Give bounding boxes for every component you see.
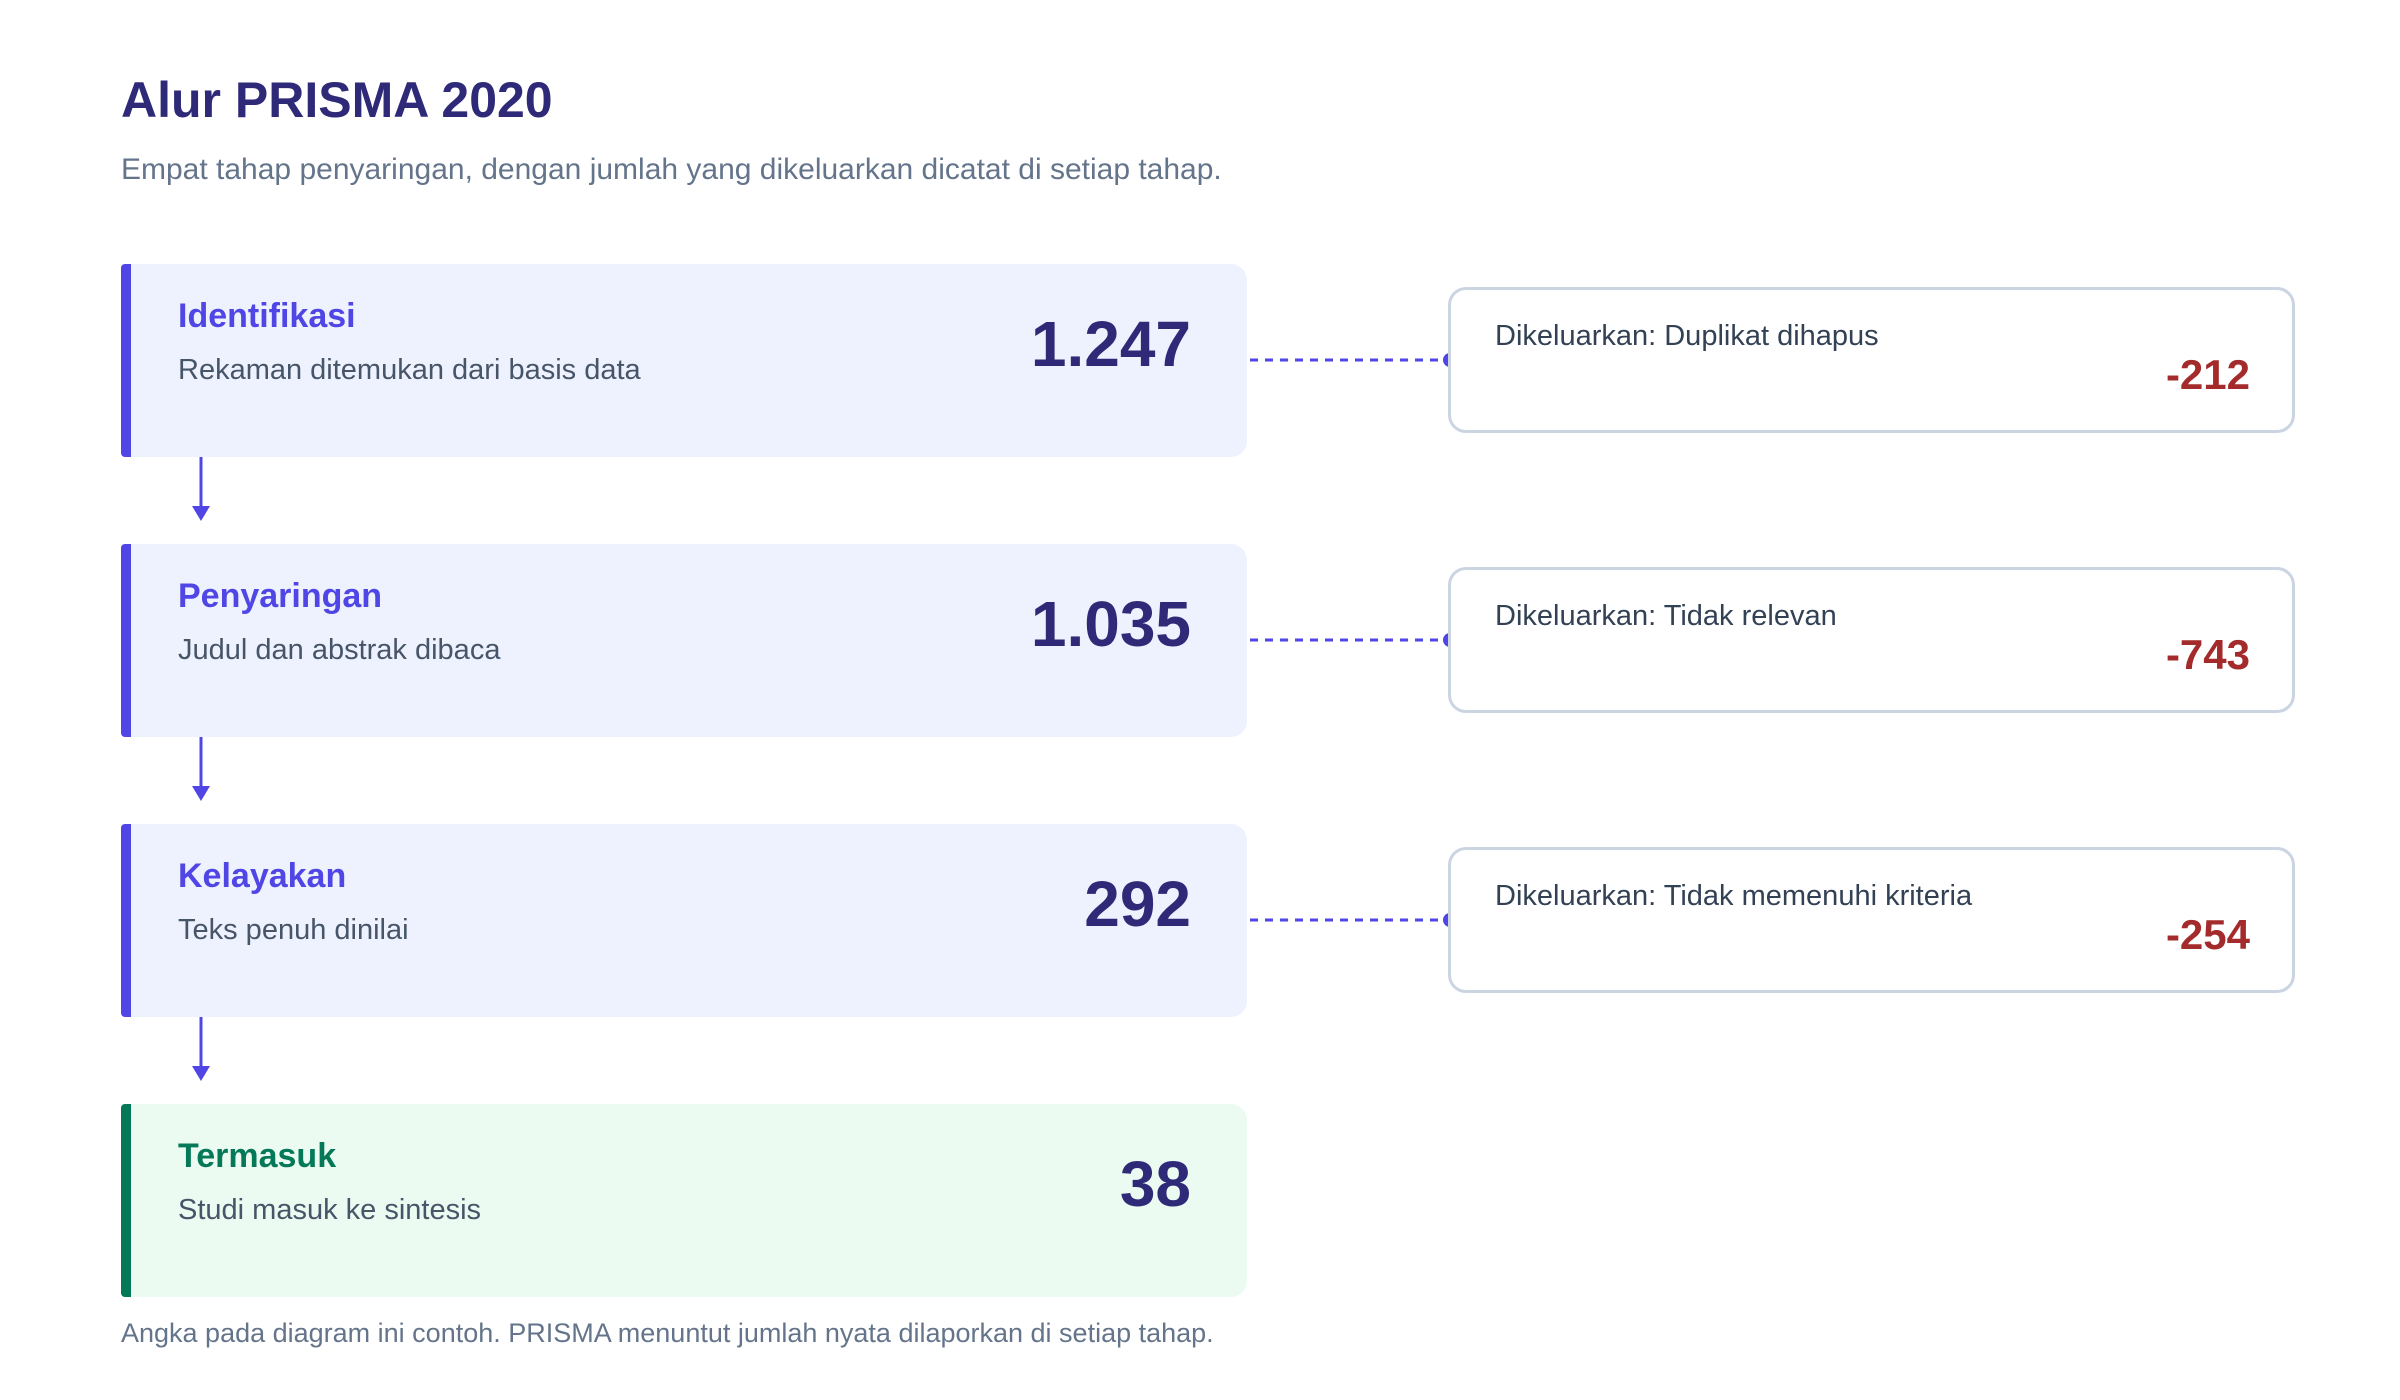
flow-arrow-1: [192, 457, 210, 521]
exclusion-duplikat: Dikeluarkan: Duplikat dihapus -212: [1448, 287, 2295, 433]
stage-count: 38: [1119, 1148, 1191, 1220]
flow-arrow-3: [192, 1017, 210, 1081]
stage-description: Judul dan abstrak dibaca: [178, 634, 501, 666]
footnote: Angka pada diagram ini contoh. PRISMA me…: [121, 1318, 1214, 1348]
stage-kelayakan: Kelayakan Teks penuh dinilai 292: [121, 824, 1247, 1017]
exclusion-connector-2: [1250, 633, 1457, 647]
stage-count: 292: [1084, 868, 1191, 940]
stage-title: Kelayakan: [178, 857, 347, 895]
flow-arrow-2: [192, 737, 210, 801]
stage-identifikasi: Identifikasi Rekaman ditemukan dari basi…: [121, 264, 1247, 457]
exclusion-count: -212: [2165, 351, 2250, 398]
page-title: Alur PRISMA 2020: [121, 72, 553, 128]
stage-description: Teks penuh dinilai: [178, 914, 409, 946]
stage-termasuk: Termasuk Studi masuk ke sintesis 38: [121, 1104, 1247, 1297]
stage-description: Rekaman ditemukan dari basis data: [178, 354, 641, 386]
exclusion-tidak-memenuhi-kriteria: Dikeluarkan: Tidak memenuhi kriteria -25…: [1448, 847, 2295, 993]
exclusion-label: Dikeluarkan: Tidak memenuhi kriteria: [1495, 880, 1973, 912]
exclusion-label: Dikeluarkan: Tidak relevan: [1495, 600, 1837, 632]
exclusion-count: -743: [2165, 631, 2250, 678]
stage-count: 1.247: [1030, 308, 1191, 380]
page-subtitle: Empat tahap penyaringan, dengan jumlah y…: [121, 153, 1222, 186]
exclusion-connector-3: [1250, 913, 1457, 927]
exclusion-tidak-relevan: Dikeluarkan: Tidak relevan -743: [1448, 567, 2295, 713]
exclusion-label: Dikeluarkan: Duplikat dihapus: [1495, 320, 1879, 352]
stage-title: Termasuk: [178, 1137, 337, 1175]
exclusion-count: -254: [2165, 911, 2250, 958]
stage-count: 1.035: [1030, 588, 1191, 660]
exclusion-connector-1: [1250, 353, 1457, 367]
stage-title: Penyaringan: [178, 577, 383, 615]
stage-title: Identifikasi: [178, 297, 356, 335]
stage-description: Studi masuk ke sintesis: [178, 1194, 482, 1226]
stage-penyaringan: Penyaringan Judul dan abstrak dibaca 1.0…: [121, 544, 1247, 737]
